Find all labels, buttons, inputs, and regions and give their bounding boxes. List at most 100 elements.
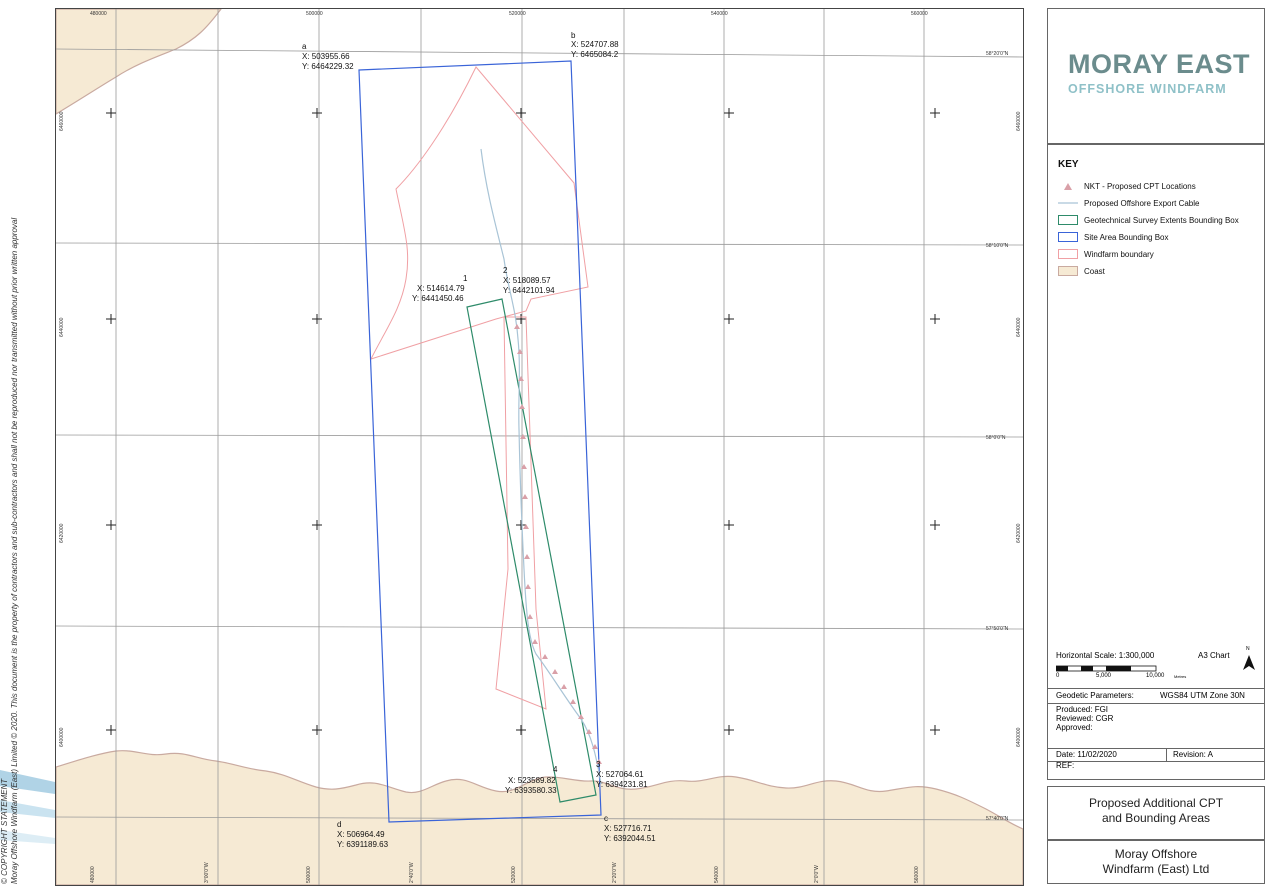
point-d-x: X: 506964.49 (337, 830, 385, 839)
key-item-site: Site Area Bounding Box (1058, 231, 1169, 243)
point-d-label: d X: 506964.49 Y: 6391189.63 (337, 820, 389, 849)
bottom-axis-label: 520000 (511, 866, 517, 883)
ref-label: REF: (1056, 761, 1075, 770)
point-4-id: 4 (553, 765, 558, 774)
point-2-id: 2 (503, 266, 508, 275)
coastline (56, 9, 1023, 885)
map-title: Proposed Additional CPT and Bounding Are… (1048, 796, 1264, 826)
coast-fill-icon (1058, 266, 1078, 276)
key-item-label: Site Area Bounding Box (1084, 232, 1169, 242)
windfarm-boundary[interactable] (370, 66, 589, 710)
date-value: Date: 11/02/2020 (1056, 750, 1117, 759)
logo-main-text: MORAY EAST (1068, 49, 1251, 79)
ref-row: REF: (1048, 760, 1264, 772)
point-2-x: X: 518089.57 (503, 276, 551, 285)
scale-tick-2: 10,000 (1146, 673, 1165, 679)
scale-area: Horizontal Scale: 1:300,000 A3 Chart N 0… (1056, 646, 1261, 691)
key-item-label: Coast (1084, 266, 1105, 276)
key-item-coast: Coast (1058, 265, 1105, 277)
point-1-y: Y: 6441450.46 (412, 294, 464, 303)
company-box: Moray Offshore Windfarm (East) Ltd (1047, 840, 1265, 884)
copyright-text: Moray Offshore Windfarm (East) Limited ©… (10, 217, 19, 884)
cpt-locations (514, 324, 602, 764)
right-axis: 58°20'0"N 6460000 58°10'0"N 6440000 58°0… (986, 51, 1022, 822)
revision-value: Revision: A (1173, 750, 1214, 759)
key-item-geotech: Geotechnical Survey Extents Bounding Box (1058, 214, 1239, 226)
approved-by: Approved: (1056, 723, 1093, 732)
right-axis-label: 6440000 (1016, 317, 1022, 337)
right-axis-label: 58°0'0"N (986, 435, 1006, 441)
geodetic-value: WGS84 UTM Zone 30N (1160, 691, 1245, 700)
right-axis-label: 6400000 (1016, 727, 1022, 747)
scale-tick-1: 5,000 (1096, 673, 1112, 679)
left-axis-label: 6400000 (59, 727, 65, 747)
bottom-axis-label: 560000 (914, 866, 920, 883)
point-a-y: Y: 6464229.32 (302, 62, 354, 71)
bottom-axis-label: 3°00'0"W (204, 862, 210, 883)
title-line-1: Proposed Additional CPT (1088, 796, 1224, 810)
point-a-x: X: 503955.66 (302, 52, 350, 61)
bottom-axis-label: 540000 (714, 866, 720, 883)
right-axis-label: 58°10'0"N (986, 243, 1009, 249)
map-canvas[interactable]: a X: 503955.66 Y: 6464229.32 b X: 524707… (56, 9, 1023, 885)
point-b-x: X: 524707.88 (571, 40, 619, 49)
point-c-id: c (604, 814, 608, 823)
point-d-y: Y: 6391189.63 (337, 840, 389, 849)
point-b-label: b X: 524707.88 Y: 6465084.2 (571, 31, 619, 59)
right-axis-label: 58°20'0"N (986, 51, 1009, 57)
point-3-label: 3 X: 527064.61 Y: 6394231.81 (596, 760, 648, 789)
bottom-axis: 480000 3°00'0"W 500000 2°40'0"W 520000 2… (90, 862, 920, 883)
title-line-2: and Bounding Areas (1101, 811, 1211, 825)
top-axis-label: 560000 (911, 11, 928, 17)
point-4-y: Y: 6393580.33 (505, 786, 557, 795)
key-item-windfarm: Windfarm boundary (1058, 248, 1154, 260)
triangle-icon (1058, 181, 1078, 191)
scale-value: 1:300,000 (1118, 651, 1155, 660)
left-axis-label: 6440000 (59, 317, 65, 337)
point-c-y: Y: 6392044.51 (604, 834, 656, 843)
right-axis-label: 57°50'0"N (986, 626, 1009, 632)
key-item-label: Geotechnical Survey Extents Bounding Box (1084, 215, 1239, 225)
date-row: Date: 11/02/2020 Revision: A (1048, 748, 1264, 762)
grid-lines (56, 9, 1023, 885)
point-c-x: X: 527716.71 (604, 824, 652, 833)
point-b-y: Y: 6465084.2 (571, 50, 619, 59)
key-item-cable: Proposed Offshore Export Cable (1058, 197, 1199, 209)
point-d-id: d (337, 820, 341, 829)
reviewed-by: Reviewed: CGR (1056, 714, 1114, 723)
coast-northwest (56, 9, 222, 115)
coast-south (56, 750, 1023, 885)
title-box: Proposed Additional CPT and Bounding Are… (1047, 786, 1265, 840)
copyright-title: © COPYRIGHT STATEMENT (0, 778, 9, 884)
key-title: KEY (1058, 159, 1079, 170)
top-axis-label: 540000 (711, 11, 728, 17)
point-a-label: a X: 503955.66 Y: 6464229.32 (302, 42, 354, 71)
top-axis: 480000 500000 520000 540000 560000 (90, 11, 928, 17)
map-frame[interactable]: a X: 503955.66 Y: 6464229.32 b X: 524707… (55, 8, 1024, 886)
company-line-1: Moray Offshore (1114, 847, 1198, 861)
company-line-2: Windfarm (East) Ltd (1102, 862, 1210, 876)
scale-bar (1056, 665, 1157, 672)
left-axis: 6460000 6440000 6420000 6400000 (59, 111, 65, 747)
site-box-icon (1058, 232, 1078, 242)
north-label: N (1246, 646, 1250, 652)
sheet-size: A3 Chart (1198, 651, 1230, 660)
grid-crosses (106, 108, 940, 735)
point-2-y: Y: 6442101.94 (503, 286, 555, 295)
bottom-axis-label: 480000 (90, 866, 96, 883)
water-shading (0, 760, 55, 860)
geotech-box-icon (1058, 215, 1078, 225)
geotechnical-box[interactable] (466, 298, 597, 803)
point-4-label: 4 X: 523589.82 Y: 6393580.33 (505, 765, 558, 795)
cable-line-icon (1058, 198, 1078, 208)
geodetic-row: Geodetic Parameters: WGS84 UTM Zone 30N (1048, 688, 1264, 704)
site-area-box[interactable] (358, 60, 602, 823)
key-item-cpt: NKT - Proposed CPT Locations (1058, 180, 1196, 192)
key-item-label: NKT - Proposed CPT Locations (1084, 181, 1196, 191)
windfarm-box-icon (1058, 249, 1078, 259)
left-axis-label: 6460000 (59, 111, 65, 131)
north-arrow-icon (1243, 655, 1255, 670)
top-axis-label: 520000 (509, 11, 526, 17)
scale-label-text: Horizontal Scale: (1056, 651, 1117, 660)
bottom-axis-label: 2°40'0"W (409, 862, 415, 883)
